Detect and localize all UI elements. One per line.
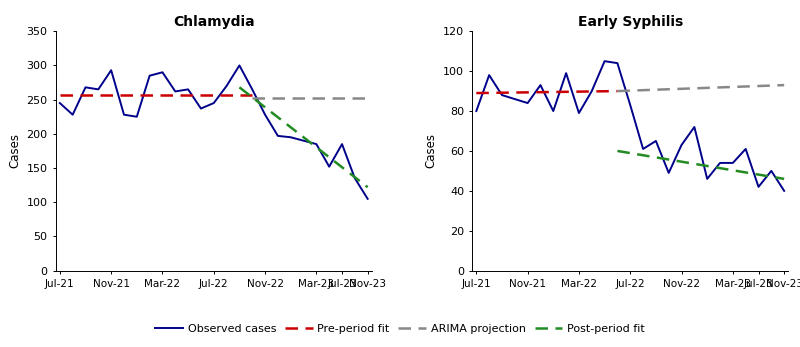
Observed cases bbox=[754, 185, 763, 189]
Observed cases bbox=[562, 71, 571, 75]
Line: Post-period fit: Post-period fit bbox=[239, 87, 368, 187]
Observed cases bbox=[260, 113, 270, 117]
Observed cases bbox=[158, 70, 167, 74]
Observed cases bbox=[222, 84, 231, 88]
Line: Post-period fit: Post-period fit bbox=[618, 151, 784, 179]
Line: Observed cases: Observed cases bbox=[476, 61, 784, 191]
Observed cases bbox=[702, 177, 712, 181]
Observed cases bbox=[55, 101, 65, 105]
Observed cases bbox=[209, 101, 218, 105]
Observed cases bbox=[350, 176, 360, 180]
Observed cases bbox=[536, 83, 546, 87]
Observed cases bbox=[234, 64, 244, 68]
Observed cases bbox=[324, 164, 334, 169]
Observed cases bbox=[497, 93, 506, 97]
Observed cases bbox=[298, 138, 308, 143]
Observed cases bbox=[677, 143, 686, 147]
Observed cases bbox=[587, 89, 597, 93]
Observed cases bbox=[471, 109, 481, 113]
Observed cases bbox=[523, 101, 533, 105]
Observed cases bbox=[664, 171, 674, 175]
Line: Pre-period fit: Pre-period fit bbox=[476, 91, 618, 93]
Observed cases bbox=[247, 87, 257, 92]
Observed cases bbox=[549, 109, 558, 113]
Observed cases bbox=[170, 89, 180, 93]
Observed cases bbox=[741, 147, 750, 151]
Line: Observed cases: Observed cases bbox=[60, 66, 368, 199]
ARIMA projection bbox=[247, 96, 257, 100]
Observed cases bbox=[574, 111, 584, 115]
Post-period fit bbox=[613, 149, 622, 153]
Pre-period fit bbox=[247, 93, 257, 97]
ARIMA projection bbox=[613, 89, 622, 93]
Pre-period fit bbox=[55, 93, 65, 97]
Legend: Observed cases, Pre-period fit, ARIMA projection, Post-period fit: Observed cases, Pre-period fit, ARIMA pr… bbox=[151, 319, 649, 338]
Observed cases bbox=[626, 103, 635, 107]
Observed cases bbox=[311, 142, 321, 146]
Observed cases bbox=[690, 125, 699, 129]
Pre-period fit bbox=[613, 89, 622, 93]
Observed cases bbox=[145, 74, 154, 78]
Observed cases bbox=[68, 113, 78, 117]
Post-period fit bbox=[234, 85, 244, 90]
Observed cases bbox=[715, 161, 725, 165]
Observed cases bbox=[651, 139, 661, 143]
Observed cases bbox=[766, 169, 776, 173]
Line: ARIMA projection: ARIMA projection bbox=[618, 85, 784, 91]
Y-axis label: Cases: Cases bbox=[8, 134, 21, 168]
Y-axis label: Cases: Cases bbox=[425, 134, 438, 168]
Observed cases bbox=[600, 59, 610, 63]
Post-period fit bbox=[363, 185, 373, 189]
Observed cases bbox=[286, 135, 295, 139]
Title: Chlamydia: Chlamydia bbox=[173, 15, 254, 29]
Observed cases bbox=[183, 87, 193, 92]
Observed cases bbox=[338, 142, 347, 146]
Observed cases bbox=[779, 189, 789, 193]
ARIMA projection bbox=[363, 96, 373, 100]
Observed cases bbox=[484, 73, 494, 77]
Observed cases bbox=[94, 87, 103, 92]
Observed cases bbox=[728, 161, 738, 165]
Observed cases bbox=[613, 61, 622, 65]
Observed cases bbox=[363, 197, 373, 201]
Observed cases bbox=[132, 115, 142, 119]
Observed cases bbox=[510, 97, 520, 101]
Observed cases bbox=[273, 134, 282, 138]
Post-period fit bbox=[779, 177, 789, 181]
Pre-period fit bbox=[471, 91, 481, 95]
Observed cases bbox=[81, 85, 90, 90]
Observed cases bbox=[638, 147, 648, 151]
Observed cases bbox=[119, 113, 129, 117]
Observed cases bbox=[106, 68, 116, 72]
Title: Early Syphilis: Early Syphilis bbox=[578, 15, 683, 29]
Observed cases bbox=[196, 107, 206, 111]
ARIMA projection bbox=[779, 83, 789, 87]
